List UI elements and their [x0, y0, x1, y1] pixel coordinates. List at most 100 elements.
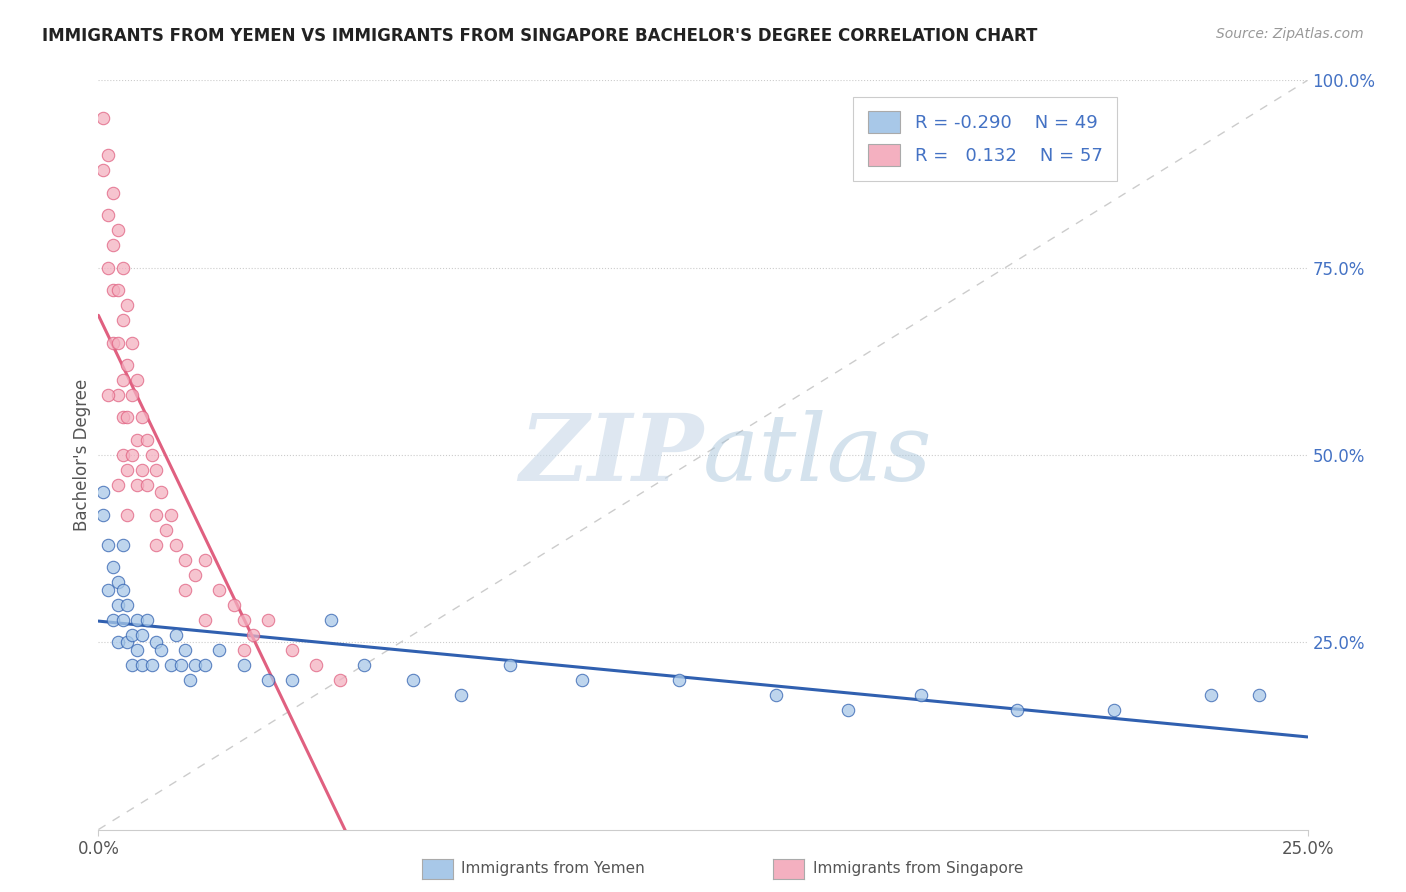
Point — [145, 463, 167, 477]
Point — [232, 657, 254, 672]
Point — [165, 628, 187, 642]
Point — [1249, 688, 1271, 702]
Point — [111, 613, 134, 627]
Y-axis label: Bachelor's Degree: Bachelor's Degree — [73, 379, 91, 531]
Point — [117, 410, 139, 425]
Point — [135, 478, 157, 492]
Point — [97, 148, 120, 162]
Text: Immigrants from Singapore: Immigrants from Singapore — [813, 862, 1024, 876]
Point — [450, 688, 472, 702]
Point — [111, 448, 134, 462]
Point — [107, 478, 129, 492]
Point — [150, 485, 173, 500]
Point — [121, 448, 143, 462]
Point — [141, 657, 163, 672]
Point — [329, 673, 352, 687]
Point — [111, 538, 134, 552]
Point — [91, 111, 114, 125]
Point — [145, 538, 167, 552]
Point — [281, 642, 304, 657]
Point — [910, 688, 932, 702]
Point — [305, 657, 328, 672]
Point — [131, 463, 153, 477]
Point — [127, 642, 149, 657]
Point — [97, 388, 120, 402]
Point — [97, 582, 120, 597]
Point — [232, 642, 254, 657]
Point — [668, 673, 690, 687]
Point — [131, 628, 153, 642]
Point — [194, 657, 217, 672]
Point — [121, 335, 143, 350]
Point — [111, 582, 134, 597]
Point — [91, 485, 114, 500]
Point — [232, 613, 254, 627]
Point — [150, 642, 173, 657]
Point — [765, 688, 787, 702]
Point — [165, 538, 187, 552]
Point — [97, 260, 120, 275]
Point — [117, 358, 139, 372]
Point — [571, 673, 593, 687]
Point — [121, 628, 143, 642]
Point — [498, 657, 520, 672]
Point — [101, 283, 124, 297]
Point — [222, 598, 245, 612]
Point — [242, 628, 264, 642]
Point — [107, 635, 129, 649]
Point — [91, 163, 114, 178]
Point — [155, 523, 177, 537]
Point — [1007, 703, 1029, 717]
Point — [145, 635, 167, 649]
Point — [174, 553, 197, 567]
Point — [174, 582, 197, 597]
Point — [256, 613, 278, 627]
Point — [194, 613, 217, 627]
Point — [145, 508, 167, 522]
Point — [127, 613, 149, 627]
Point — [107, 283, 129, 297]
Point — [208, 582, 231, 597]
Point — [107, 223, 129, 237]
Point — [101, 560, 124, 574]
Point — [1199, 688, 1222, 702]
Point — [117, 508, 139, 522]
Point — [131, 657, 153, 672]
Point — [319, 613, 342, 627]
Point — [135, 613, 157, 627]
Text: Immigrants from Yemen: Immigrants from Yemen — [461, 862, 645, 876]
Point — [121, 657, 143, 672]
Point — [107, 388, 129, 402]
Point — [127, 433, 149, 447]
Point — [117, 463, 139, 477]
Point — [160, 508, 183, 522]
Point — [194, 553, 217, 567]
Point — [111, 373, 134, 387]
Point — [111, 410, 134, 425]
Text: IMMIGRANTS FROM YEMEN VS IMMIGRANTS FROM SINGAPORE BACHELOR'S DEGREE CORRELATION: IMMIGRANTS FROM YEMEN VS IMMIGRANTS FROM… — [42, 27, 1038, 45]
Point — [160, 657, 183, 672]
Point — [101, 238, 124, 252]
Point — [97, 538, 120, 552]
Point — [101, 186, 124, 200]
Point — [169, 657, 191, 672]
Point — [174, 642, 197, 657]
Point — [127, 373, 149, 387]
Point — [353, 657, 375, 672]
Point — [184, 657, 207, 672]
Point — [208, 642, 231, 657]
Point — [1102, 703, 1125, 717]
Point — [402, 673, 425, 687]
Point — [117, 298, 139, 312]
Point — [256, 673, 278, 687]
Point — [111, 260, 134, 275]
Point — [107, 575, 129, 590]
Point — [184, 567, 207, 582]
Point — [111, 313, 134, 327]
Point — [127, 478, 149, 492]
Point — [121, 388, 143, 402]
Point — [117, 598, 139, 612]
Point — [281, 673, 304, 687]
Point — [135, 433, 157, 447]
Point — [131, 410, 153, 425]
